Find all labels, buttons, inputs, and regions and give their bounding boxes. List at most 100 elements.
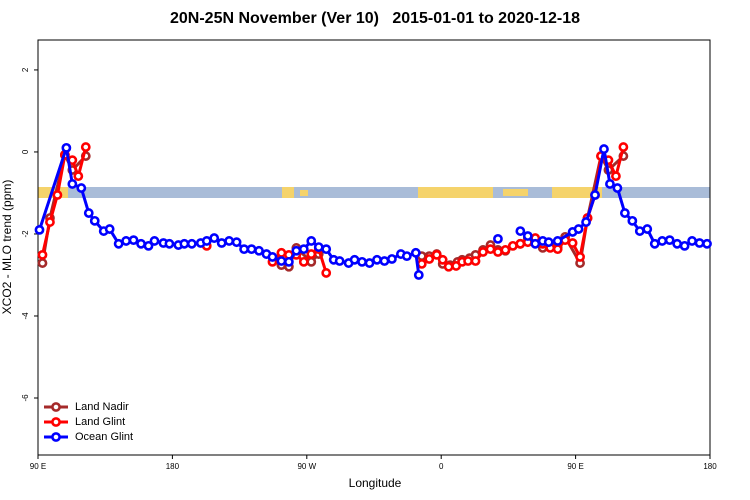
legend-marker xyxy=(51,417,61,427)
point xyxy=(216,238,227,248)
point xyxy=(493,233,503,244)
point xyxy=(306,256,317,267)
point xyxy=(113,238,124,249)
point xyxy=(276,256,287,266)
point xyxy=(283,256,294,267)
point xyxy=(313,242,324,252)
point xyxy=(179,238,190,249)
legend-marker xyxy=(51,432,61,442)
point xyxy=(73,171,84,182)
point xyxy=(291,245,302,256)
point xyxy=(431,249,442,260)
point xyxy=(634,226,645,236)
point xyxy=(657,236,668,246)
point xyxy=(642,224,653,234)
point xyxy=(493,247,503,257)
point xyxy=(416,259,427,269)
point xyxy=(143,240,154,251)
point xyxy=(306,249,317,259)
point xyxy=(372,254,382,265)
series-line xyxy=(38,146,708,276)
point xyxy=(413,270,424,280)
point xyxy=(507,240,518,251)
chart-title: 20N-25N November (Ver 10) 2015-01-01 to … xyxy=(170,10,580,27)
point xyxy=(321,268,332,278)
point xyxy=(357,256,367,267)
point xyxy=(61,142,72,153)
x-tick-label: 0 xyxy=(439,462,444,471)
point xyxy=(34,224,45,235)
point xyxy=(543,237,554,248)
point xyxy=(552,244,563,255)
point xyxy=(437,254,448,265)
point xyxy=(679,240,690,251)
point xyxy=(575,252,585,262)
point xyxy=(522,231,533,241)
point xyxy=(67,179,78,189)
point xyxy=(581,217,591,227)
point xyxy=(611,171,621,182)
point xyxy=(83,208,94,218)
y-tick-label: -2 xyxy=(21,230,30,238)
point xyxy=(515,238,526,249)
y-tick-label: -4 xyxy=(21,312,30,320)
point xyxy=(702,238,712,249)
legend-label: Land Nadir xyxy=(75,401,129,413)
point xyxy=(443,261,454,272)
point xyxy=(470,256,481,266)
point xyxy=(552,236,563,246)
point xyxy=(515,226,526,236)
point xyxy=(276,247,287,258)
point xyxy=(121,236,132,246)
point xyxy=(186,238,197,249)
point xyxy=(590,190,600,200)
point xyxy=(298,256,309,267)
point xyxy=(321,244,332,255)
point xyxy=(664,235,675,246)
point xyxy=(599,144,609,154)
point xyxy=(478,247,488,257)
point xyxy=(201,236,212,246)
point xyxy=(267,252,278,262)
point xyxy=(149,236,160,246)
point xyxy=(254,245,264,256)
point xyxy=(410,247,421,258)
point xyxy=(239,244,249,255)
point xyxy=(530,238,541,249)
point xyxy=(89,215,100,226)
series-line xyxy=(41,153,625,269)
point xyxy=(401,251,412,262)
point xyxy=(37,249,48,260)
point xyxy=(349,254,360,265)
point xyxy=(424,254,435,264)
point xyxy=(246,244,257,255)
point xyxy=(128,235,139,246)
y-axis-label: XCO2 - MLO trend (ppm) xyxy=(0,180,14,315)
point xyxy=(298,244,309,255)
x-tick-label: 90 W xyxy=(297,462,316,471)
point xyxy=(306,236,317,246)
point xyxy=(387,254,397,264)
point xyxy=(605,179,615,189)
point xyxy=(672,238,683,249)
point xyxy=(80,142,91,152)
point xyxy=(649,238,660,249)
x-tick-label: 180 xyxy=(703,462,717,471)
legend-label: Ocean Glint xyxy=(75,431,133,443)
point xyxy=(567,238,578,248)
point xyxy=(231,237,242,248)
point xyxy=(694,238,705,248)
point xyxy=(76,183,87,193)
point xyxy=(379,256,390,266)
series-line xyxy=(41,146,625,274)
point xyxy=(45,217,55,227)
point xyxy=(209,233,220,243)
point xyxy=(224,236,235,246)
point xyxy=(364,258,375,268)
y-tick-label: -6 xyxy=(21,394,30,402)
point xyxy=(618,142,629,152)
point xyxy=(463,256,473,266)
x-axis-label: Longitude xyxy=(349,476,402,490)
point xyxy=(52,190,63,200)
point xyxy=(687,236,697,246)
